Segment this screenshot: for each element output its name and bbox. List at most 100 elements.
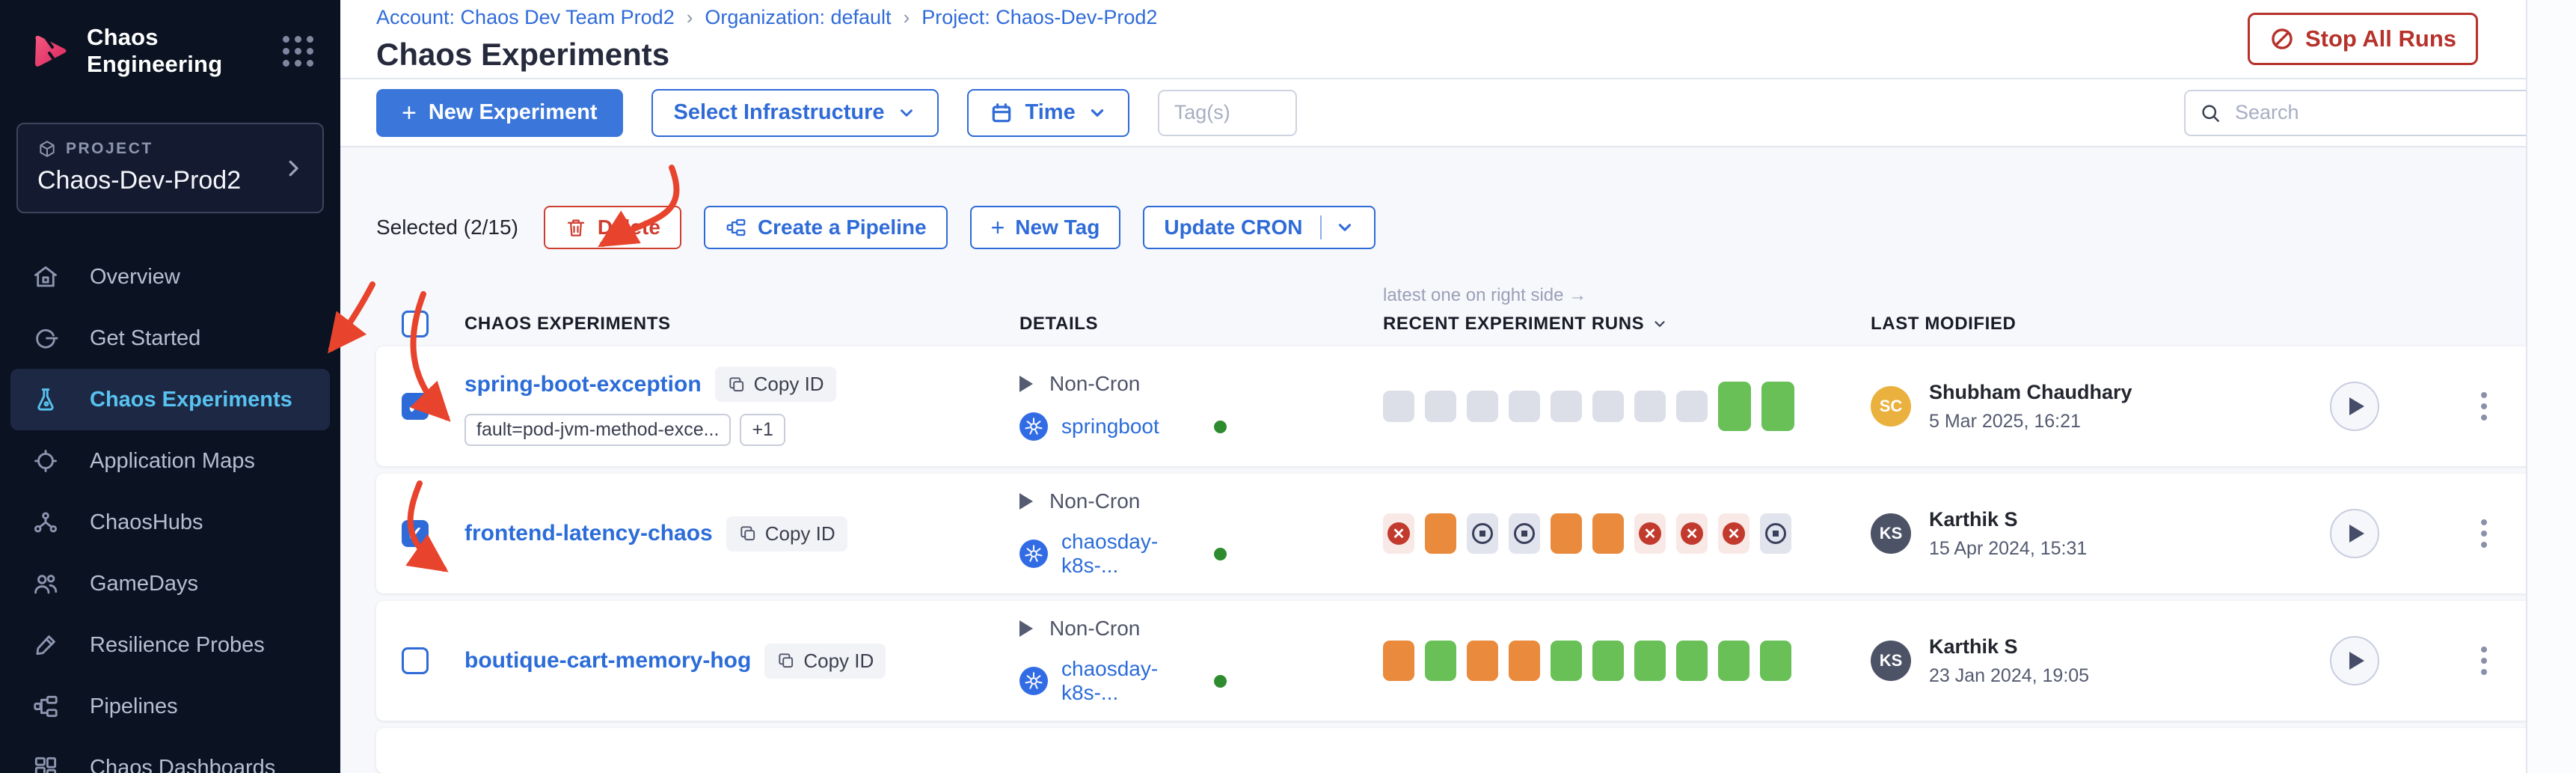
sidebar-item-application-maps[interactable]: Application Maps [10, 430, 330, 492]
sidebar-item-overview[interactable]: Overview [10, 246, 330, 308]
run-indicator-failed[interactable]: ✕ [1634, 513, 1666, 554]
tags-filter-input[interactable] [1157, 89, 1297, 136]
run-indicator-empty[interactable] [1634, 391, 1666, 422]
run-indicator-stopped[interactable] [1509, 513, 1540, 554]
copy-id-button[interactable]: Copy ID [764, 643, 886, 679]
page-title: Chaos Experiments [376, 36, 670, 72]
sidebar-item-label: ChaosHubs [90, 510, 203, 534]
breadcrumb-link[interactable]: Account: Chaos Dev Team Prod2 [376, 5, 675, 28]
row-checkbox[interactable] [402, 647, 429, 674]
tag-chip[interactable]: +1 [740, 414, 785, 446]
sidebar-item-get-started[interactable]: Get Started [10, 308, 330, 369]
row-menu-button[interactable] [2475, 641, 2493, 681]
run-indicator-failed[interactable]: ✕ [1676, 513, 1708, 554]
run-indicator-stopped[interactable] [1467, 513, 1498, 554]
run-indicator-running[interactable] [1425, 513, 1456, 554]
row-menu-button[interactable] [2475, 386, 2493, 427]
target-icon [31, 447, 60, 475]
select-all-checkbox[interactable] [402, 311, 429, 337]
infrastructure-link[interactable]: chaosday-k8s-... [1061, 530, 1159, 577]
infra-status-dot [1214, 547, 1227, 560]
stop-all-runs-button[interactable]: Stop All Runs [2247, 13, 2478, 66]
sidebar-item-chaoshubs[interactable]: ChaosHubs [10, 492, 330, 553]
run-indicator-running[interactable] [1383, 641, 1414, 681]
run-indicator-passed[interactable] [1634, 641, 1666, 681]
run-indicator-failed[interactable]: ✕ [1383, 513, 1414, 554]
expand-caret-icon[interactable] [1019, 376, 1033, 392]
run-indicator-running[interactable] [1592, 513, 1624, 554]
run-experiment-button[interactable] [2330, 509, 2379, 558]
sidebar-item-chaos-experiments[interactable]: Chaos Experiments [10, 369, 330, 430]
search-input[interactable] [2184, 89, 2536, 136]
row-checkbox[interactable] [402, 520, 429, 547]
run-indicator-passed[interactable] [1551, 641, 1582, 681]
run-indicator-failed[interactable]: ✕ [1718, 513, 1749, 554]
run-experiment-button[interactable] [2330, 636, 2379, 685]
run-indicator-passed-latest[interactable] [1718, 382, 1751, 431]
run-indicator-passed[interactable] [1676, 641, 1708, 681]
run-indicator-passed-latest[interactable] [1761, 382, 1794, 431]
create-pipeline-button[interactable]: Create a Pipeline [703, 206, 948, 249]
sidebar-item-label: Overview [90, 264, 180, 289]
sidebar-item-pipelines[interactable]: Pipelines [10, 676, 330, 737]
project-selector[interactable]: PROJECT Chaos-Dev-Prod2 [16, 123, 324, 213]
tag-chip[interactable]: fault=pod-jvm-method-exce... [464, 414, 732, 446]
expand-caret-icon[interactable] [1019, 620, 1033, 637]
run-indicator-empty[interactable] [1383, 391, 1414, 422]
run-indicator-empty[interactable] [1467, 391, 1498, 422]
run-indicator-empty[interactable] [1676, 391, 1708, 422]
time-filter-dropdown[interactable]: Time [966, 88, 1129, 137]
delete-button[interactable]: Delete [543, 206, 681, 249]
infra-status-dot [1214, 420, 1227, 433]
sidebar-item-chaos-dashboards[interactable]: Chaos Dashboards [10, 737, 330, 773]
bulk-action-bar: Selected (2/15) Delete Create a Pipeline… [376, 206, 2536, 249]
run-indicator-running[interactable] [1509, 641, 1540, 681]
row-checkbox[interactable] [402, 393, 429, 420]
sidebar-item-gamedays[interactable]: GameDays [10, 553, 330, 614]
sidebar-item-resilience-probes[interactable]: Resilience Probes [10, 614, 330, 676]
cron-type-label: Non-Cron [1049, 489, 1141, 513]
copy-icon [729, 376, 743, 391]
run-indicator-running[interactable] [1551, 513, 1582, 554]
run-indicator-empty[interactable] [1551, 391, 1582, 422]
run-indicator-empty[interactable] [1592, 391, 1624, 422]
run-indicator-stopped[interactable] [1760, 513, 1791, 554]
home-icon [31, 263, 60, 291]
infrastructure-link[interactable]: chaosday-k8s-... [1061, 657, 1159, 704]
update-cron-dropdown[interactable]: Update CRON [1143, 206, 1376, 249]
module-grid-icon[interactable] [283, 35, 313, 67]
run-indicator-passed[interactable] [1718, 641, 1749, 681]
page-header: Account: Chaos Dev Team Prod2 › Organizati… [340, 0, 2576, 80]
run-indicator-empty[interactable] [1509, 391, 1540, 422]
column-header-runs[interactable]: RECENT EXPERIMENT RUNS [1383, 314, 1871, 346]
row-menu-button[interactable] [2475, 513, 2493, 554]
column-header-modified: LAST MODIFIED [1871, 314, 2017, 334]
run-indicator-passed[interactable] [1760, 641, 1791, 681]
breadcrumb-separator: › [686, 5, 693, 28]
run-experiment-button[interactable] [2330, 382, 2379, 431]
run-indicator-running[interactable] [1467, 641, 1498, 681]
new-tag-button[interactable]: + New Tag [969, 206, 1121, 249]
copy-id-button[interactable]: Copy ID [714, 367, 836, 402]
run-indicator-passed[interactable] [1592, 641, 1624, 681]
run-indicator-empty[interactable] [1425, 391, 1456, 422]
new-experiment-button[interactable]: + New Experiment [376, 88, 623, 137]
modified-by-name: Shubham Chaudhary [1929, 380, 2132, 403]
breadcrumb-link[interactable]: Project: Chaos-Dev-Prod2 [921, 5, 1158, 28]
kubernetes-icon [1019, 540, 1048, 568]
modified-by-name: Karthik S [1929, 635, 2018, 658]
recent-runs [1383, 641, 1871, 681]
experiment-name-link[interactable]: spring-boot-exception [464, 371, 702, 397]
infrastructure-link[interactable]: springboot [1061, 415, 1159, 438]
modified-by-name: Karthik S [1929, 507, 2018, 531]
content-area: Selected (2/15) Delete Create a Pipeline… [340, 147, 2576, 773]
breadcrumb-link[interactable]: Organization: default [705, 5, 892, 28]
app-title: Chaos Engineering [87, 24, 223, 77]
expand-caret-icon[interactable] [1019, 493, 1033, 510]
copy-id-button[interactable]: Copy ID [726, 516, 847, 552]
experiment-name-link[interactable]: frontend-latency-chaos [464, 521, 713, 546]
select-infrastructure-dropdown[interactable]: Select Infrastructure [651, 88, 939, 137]
run-indicator-passed[interactable] [1425, 641, 1456, 681]
experiment-name-link[interactable]: boutique-cart-memory-hog [464, 648, 752, 673]
modified-date: 5 Mar 2025, 16:21 [1929, 410, 2081, 432]
